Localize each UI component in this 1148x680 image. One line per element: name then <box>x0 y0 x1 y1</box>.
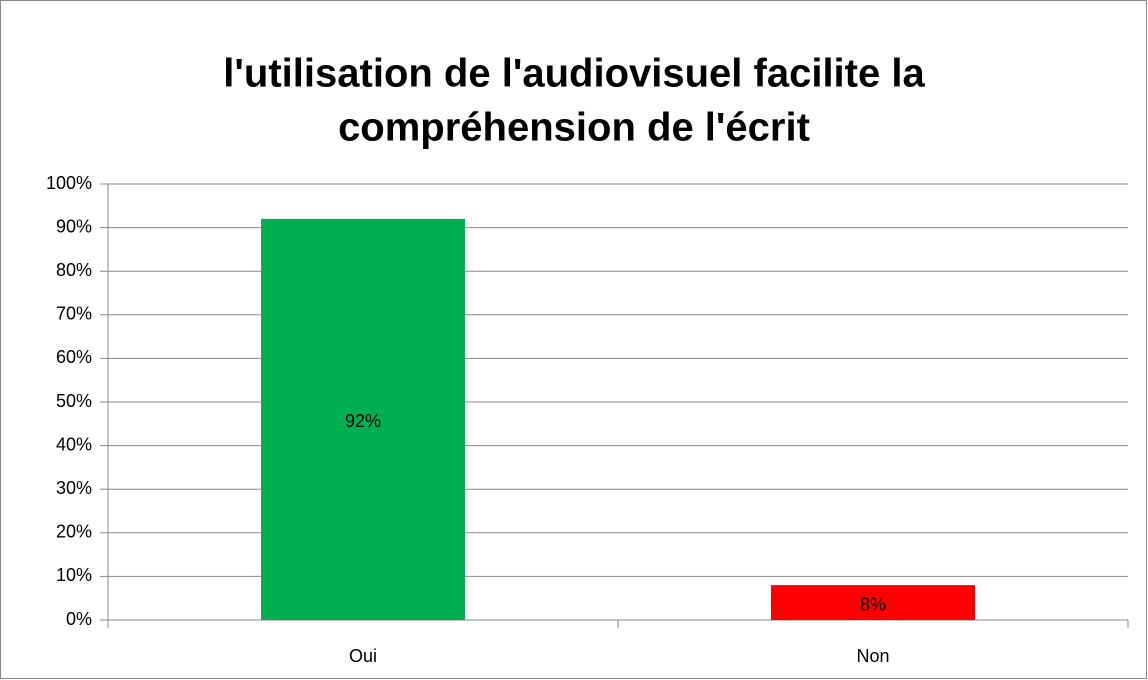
x-tick-label: Oui <box>349 646 377 666</box>
chart-title: compréhension de l'écrit <box>338 106 810 150</box>
y-tick-label: 100% <box>46 173 92 193</box>
value-label: 8% <box>860 594 886 614</box>
y-tick-label: 40% <box>56 434 92 454</box>
chart-title: l'utilisation de l'audiovisuel facilite … <box>223 52 925 96</box>
y-tick-label: 80% <box>56 260 92 280</box>
y-tick-label: 0% <box>66 609 92 629</box>
y-tick-label: 20% <box>56 522 92 542</box>
y-tick-label: 30% <box>56 478 92 498</box>
value-label: 92% <box>345 411 381 431</box>
bar <box>771 585 975 620</box>
y-tick-label: 70% <box>56 304 92 324</box>
y-tick-label: 50% <box>56 391 92 411</box>
y-tick-label: 90% <box>56 216 92 236</box>
bar <box>261 218 465 620</box>
y-tick-label: 10% <box>56 565 92 585</box>
x-tick-label: Non <box>856 646 889 666</box>
y-tick-label: 60% <box>56 347 92 367</box>
